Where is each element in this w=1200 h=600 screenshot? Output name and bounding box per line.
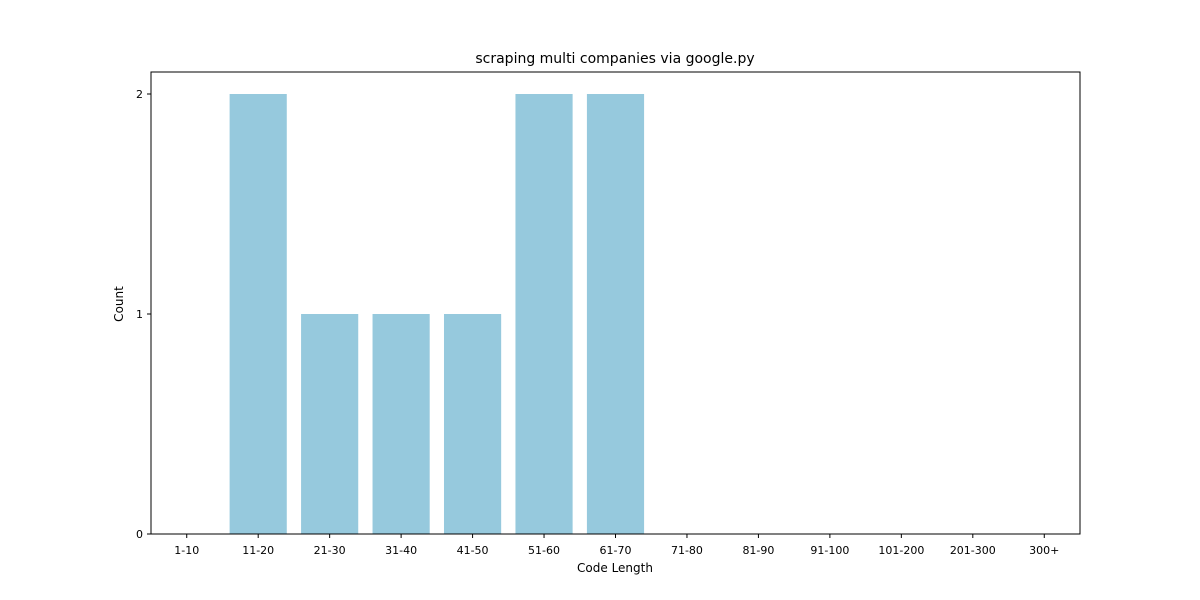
bar-21-30 bbox=[301, 314, 359, 534]
x-axis-label: Code Length bbox=[577, 561, 653, 575]
y-axis-label: Count bbox=[112, 286, 126, 322]
bar-41-50 bbox=[443, 314, 502, 534]
x-tick-label: 21-30 bbox=[314, 544, 346, 557]
bar-51-60 bbox=[515, 94, 573, 534]
ticks-layer: 1-10 11-20 21-30 31-40 41-50 51-60 61-70 71-80 8… bbox=[136, 88, 1059, 557]
chart-title: scraping multi companies via google.py bbox=[475, 51, 754, 67]
x-tick-label: 300+ bbox=[1029, 544, 1059, 557]
bar-61-70 bbox=[586, 94, 645, 534]
x-tick-label: 31-40 bbox=[385, 544, 417, 557]
x-tick-label: 61-70 bbox=[600, 544, 632, 557]
y-tick-label: 2 bbox=[136, 88, 143, 101]
bar-31-40 bbox=[372, 314, 430, 534]
y-tick-label: 1 bbox=[136, 308, 143, 321]
x-tick-label: 11-20 bbox=[242, 544, 274, 557]
x-tick-label: 201-300 bbox=[950, 544, 996, 557]
x-tick-label: 81-90 bbox=[742, 544, 774, 557]
x-tick-label: 91-100 bbox=[810, 544, 849, 557]
x-tick-label: 41-50 bbox=[457, 544, 489, 557]
x-tick-label: 101-200 bbox=[878, 544, 924, 557]
bar-11-20 bbox=[229, 94, 287, 534]
x-tick-label: 51-60 bbox=[528, 544, 560, 557]
bars-layer bbox=[229, 94, 645, 534]
y-tick-label: 0 bbox=[136, 528, 143, 541]
x-tick-label: 71-80 bbox=[671, 544, 703, 557]
x-tick-label: 1-10 bbox=[174, 544, 199, 557]
